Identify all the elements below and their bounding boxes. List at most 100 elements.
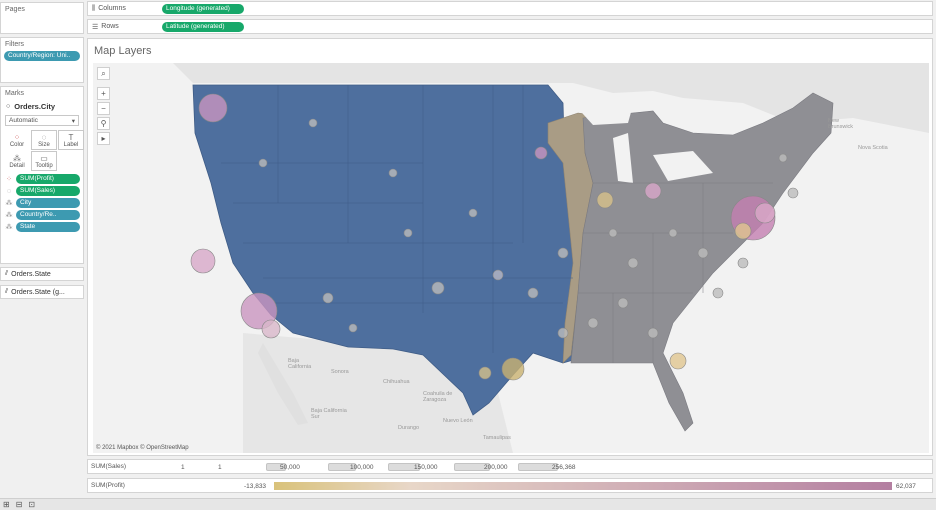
zoom-in-icon[interactable]: + (97, 87, 110, 100)
city-bubble[interactable] (737, 257, 749, 269)
profit-legend-label: SUM(Profit) (91, 482, 125, 489)
city-bubble[interactable] (322, 292, 334, 304)
city-bubble[interactable] (261, 319, 281, 339)
field-pill[interactable]: City (16, 198, 80, 208)
rows-pill[interactable]: Latitude (generated) (162, 21, 244, 32)
size-icon: ◌ (6, 187, 12, 195)
geo-label: Baja California Sur (311, 408, 347, 420)
size-swatch (454, 463, 490, 471)
states-gray-region[interactable] (570, 92, 834, 432)
marks-card: Marks ○ Orders.City Automatic ▾ ⁘ Color … (0, 86, 84, 264)
size-legend-item: 1 (218, 463, 222, 471)
city-bubble[interactable] (258, 158, 268, 168)
columns-shelf[interactable]: ⫼ Columns Longitude (generated) (87, 1, 933, 16)
mark-field-country[interactable]: ⁂ Country/Re.. (1, 209, 83, 221)
zoom-out-icon[interactable]: − (97, 102, 110, 115)
city-bubble[interactable] (431, 281, 445, 295)
mark-type-dropdown[interactable]: Automatic ▾ (5, 115, 79, 126)
city-bubble[interactable] (647, 327, 659, 339)
profit-legend[interactable]: SUM(Profit) -13,833 62,037 (87, 478, 933, 493)
new-dashboard-icon[interactable]: ⊟ (15, 500, 23, 509)
columns-pill[interactable]: Longitude (generated) (162, 3, 244, 14)
size-legend-item: 1 (181, 463, 185, 471)
city-bubble[interactable] (644, 182, 662, 200)
new-sheet-icon[interactable]: ⊞ (3, 500, 10, 509)
field-pill[interactable]: SUM(Sales) (16, 186, 80, 196)
detail-button[interactable]: ⁂ Detail (4, 151, 30, 171)
layer-orders-state[interactable]: ⫽ Orders.State (0, 267, 84, 281)
mark-field-state[interactable]: ⁂ State (1, 221, 83, 233)
city-bubble[interactable] (787, 187, 799, 199)
label-icon: T (68, 132, 74, 142)
city-bubble[interactable] (527, 287, 539, 299)
city-bubble[interactable] (596, 191, 614, 209)
tooltip-button[interactable]: ▭ Tooltip (31, 151, 57, 171)
city-bubble[interactable] (240, 292, 278, 330)
city-bubble[interactable] (734, 222, 752, 240)
sales-legend[interactable]: SUM(Sales) 1 1 50,000 100,000 150,000 200,000… (87, 459, 933, 474)
city-bubble[interactable] (403, 228, 413, 238)
geo-label: Chihuahua (383, 379, 410, 385)
city-bubble[interactable] (348, 323, 358, 333)
mark-type-value: Automatic (9, 117, 38, 124)
city-bubble[interactable] (557, 247, 569, 259)
size-legend-item: 150,000 (388, 463, 438, 471)
field-pill[interactable]: State (16, 222, 80, 232)
mark-field-city[interactable]: ⁂ City (1, 197, 83, 209)
filter-pill-country[interactable]: Country/Region: Uni.. (4, 51, 80, 61)
tooltip-icon: ▭ (40, 153, 48, 163)
size-legend-item: 200,000 (454, 463, 508, 471)
marks-layer-row[interactable]: ○ Orders.City (1, 100, 83, 113)
geo-label: Tamaulipas (483, 435, 511, 441)
color-button[interactable]: ⁘ Color (4, 130, 30, 150)
new-story-icon[interactable]: ⊡ (28, 500, 36, 509)
city-bubble[interactable] (190, 248, 216, 274)
rows-label-text: Rows (101, 23, 119, 30)
search-icon[interactable]: ⌕ (97, 67, 110, 80)
rows-shelf[interactable]: ☰ Rows Latitude (generated) (87, 19, 933, 34)
label-button-label: Label (63, 141, 79, 148)
pages-card[interactable]: Pages (0, 2, 84, 34)
city-bubble[interactable] (388, 168, 398, 178)
filters-title: Filters (5, 41, 25, 48)
filters-card[interactable]: Filters Country/Region: Uni.. (0, 37, 84, 83)
city-bubble[interactable] (608, 228, 618, 238)
map-view: Map Layers New Brunswick Nova (87, 38, 933, 456)
marks-layer-name: Orders.City (14, 102, 56, 111)
pin-icon[interactable]: ⚲ (97, 117, 110, 130)
city-bubble[interactable] (712, 287, 724, 299)
field-pill[interactable]: SUM(Profit) (16, 174, 80, 184)
city-bubble[interactable] (778, 153, 788, 163)
city-bubble[interactable] (308, 118, 318, 128)
size-legend-item: 50,000 (266, 463, 300, 471)
city-bubble[interactable] (587, 317, 599, 329)
city-bubble[interactable] (534, 146, 548, 160)
city-bubble[interactable] (627, 257, 639, 269)
field-pill[interactable]: Country/Re.. (16, 210, 80, 220)
city-bubble[interactable] (697, 247, 709, 259)
size-button[interactable]: ◌ Size (31, 130, 57, 150)
play-icon[interactable]: ▸ (97, 132, 110, 145)
city-bubble[interactable] (668, 228, 678, 238)
profit-color-ramp (274, 482, 892, 490)
size-legend-value: 100,000 (350, 463, 374, 471)
city-bubble[interactable] (198, 93, 228, 123)
city-bubble[interactable] (492, 269, 504, 281)
geo-label: Nuevo León (443, 418, 473, 424)
city-bubble[interactable] (669, 352, 687, 370)
label-button[interactable]: T Label (58, 130, 84, 150)
layer-orders-state-g[interactable]: ⫽ Orders.State (g... (0, 285, 84, 299)
city-bubbles (190, 93, 799, 381)
city-bubble[interactable] (501, 357, 525, 381)
mark-field-profit[interactable]: ⁘ SUM(Profit) (1, 173, 83, 185)
rows-label: ☰ Rows (92, 23, 156, 31)
color-button-label: Color (9, 141, 25, 148)
city-bubble[interactable] (468, 208, 478, 218)
city-bubble[interactable] (617, 297, 629, 309)
city-bubble[interactable] (754, 202, 776, 224)
city-bubble[interactable] (478, 366, 492, 380)
mark-field-sales[interactable]: ◌ SUM(Sales) (1, 185, 83, 197)
detail-icon: ⁂ (13, 153, 21, 163)
city-bubble[interactable] (557, 327, 569, 339)
map-canvas[interactable]: New Brunswick Nova Scotia Baja California S… (93, 63, 929, 453)
